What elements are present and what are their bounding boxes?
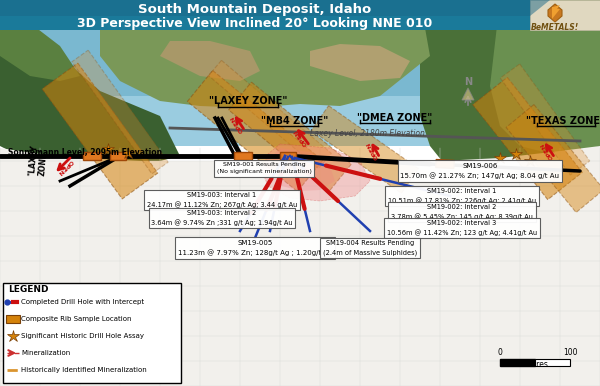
Text: "LAXEY
ZONE": "LAXEY ZONE": [27, 145, 49, 178]
Text: SM19-002: Interval 1
10.51m @ 17.81% Zn; 226g/t Ag; 2.41g/t Au: SM19-002: Interval 1 10.51m @ 17.81% Zn;…: [388, 188, 536, 204]
Polygon shape: [462, 88, 474, 100]
Polygon shape: [311, 106, 419, 193]
Text: "TEXAS ZONE": "TEXAS ZONE": [526, 116, 600, 126]
Text: Significant Historic Drill Hole Assay: Significant Historic Drill Hole Assay: [21, 333, 144, 339]
Bar: [530, 0, 600, 30]
Bar: [3, 283, 181, 383]
Text: SM19-003: Interval 2
3.64m @ 9.74% Zn ;331 g/t Ag; 1.94g/t Au: SM19-003: Interval 2 3.64m @ 9.74% Zn ;3…: [151, 210, 293, 226]
Polygon shape: [280, 152, 296, 160]
Polygon shape: [473, 77, 582, 200]
Polygon shape: [548, 4, 562, 22]
Polygon shape: [187, 71, 323, 191]
Text: metres: metres: [521, 360, 548, 369]
Text: Sonnemann Level, 2095m Elevation: Sonnemann Level, 2095m Elevation: [8, 147, 162, 156]
Polygon shape: [0, 0, 180, 176]
Text: SM19-002: Interval 3
10.56m @ 11.42% Zn; 123 g/t Ag; 4.41g/t Au: SM19-002: Interval 3 10.56m @ 11.42% Zn;…: [387, 220, 537, 236]
Text: Composite Rib Sample Location: Composite Rib Sample Location: [21, 316, 131, 322]
Text: Mineralization: Mineralization: [21, 350, 70, 356]
Polygon shape: [0, 96, 600, 146]
Text: "MB4 ZONE": "MB4 ZONE": [262, 116, 329, 126]
Polygon shape: [420, 0, 600, 196]
Bar: [6, 315, 20, 323]
Text: SM19-001 Results Pending
(No significant mineralization): SM19-001 Results Pending (No significant…: [217, 162, 311, 174]
Text: Completed Drill Hole with Intercept: Completed Drill Hole with Intercept: [21, 299, 144, 305]
Polygon shape: [262, 144, 370, 201]
Polygon shape: [0, 0, 550, 16]
Text: Laxey Level, 2180m Elevation: Laxey Level, 2180m Elevation: [310, 129, 425, 139]
Polygon shape: [436, 159, 454, 168]
Polygon shape: [0, 0, 600, 96]
Text: SM19-006
15.70m @ 21.27% Zn; 147g/t Ag; 8.04 g/t Au: SM19-006 15.70m @ 21.27% Zn; 147g/t Ag; …: [401, 163, 560, 179]
Text: OPEN: OPEN: [56, 158, 73, 175]
Text: SM19-004 Results Pending
(2.4m of Massive Sulphides): SM19-004 Results Pending (2.4m of Massiv…: [323, 240, 417, 256]
Text: OPEN: OPEN: [539, 141, 554, 160]
Polygon shape: [552, 5, 560, 19]
Text: 100: 100: [563, 348, 577, 357]
Text: SM19-002: Interval 2
3.78m @ 5.45% Zn; 145 g/t Ag; 8.39g/t Au: SM19-002: Interval 2 3.78m @ 5.45% Zn; 1…: [391, 204, 533, 220]
Text: OPEN: OPEN: [366, 141, 380, 160]
Polygon shape: [310, 44, 410, 81]
Text: LEGEND: LEGEND: [8, 286, 49, 295]
Text: SM19-005
11.23m @ 7.97% Zn; 128g/t Ag ; 1.20g/t Au: SM19-005 11.23m @ 7.97% Zn; 128g/t Ag ; …: [178, 240, 332, 256]
Polygon shape: [209, 60, 331, 169]
Polygon shape: [500, 359, 535, 366]
Polygon shape: [272, 148, 335, 191]
Text: N: N: [464, 77, 472, 87]
Polygon shape: [490, 0, 600, 156]
Text: 3D Perspective View Inclined 20° Looking NNE 010: 3D Perspective View Inclined 20° Looking…: [77, 17, 433, 29]
Polygon shape: [0, 146, 600, 386]
Polygon shape: [110, 152, 126, 160]
Text: 0: 0: [497, 348, 502, 357]
Polygon shape: [506, 105, 600, 212]
Text: "LAXEY ZONE": "LAXEY ZONE": [209, 96, 287, 106]
Polygon shape: [500, 64, 590, 175]
Text: "DMEA ZONE": "DMEA ZONE": [358, 113, 433, 123]
Polygon shape: [83, 152, 101, 160]
Text: BeMETALS!: BeMETALS!: [531, 24, 579, 32]
Text: SM19-003: Interval 1
24.17m @ 11.12% Zn; 267g/t Ag; 3.44 g/t Au: SM19-003: Interval 1 24.17m @ 11.12% Zn;…: [147, 192, 297, 208]
Polygon shape: [42, 63, 158, 199]
Text: Historically Identified Mineralization: Historically Identified Mineralization: [21, 367, 147, 373]
Text: OPEN: OPEN: [293, 128, 308, 147]
Text: South Mountain Deposit, Idaho: South Mountain Deposit, Idaho: [139, 3, 371, 17]
Polygon shape: [229, 82, 352, 192]
Polygon shape: [234, 152, 252, 160]
Text: OPEN: OPEN: [229, 114, 244, 133]
Polygon shape: [100, 0, 430, 108]
Polygon shape: [535, 359, 570, 366]
Polygon shape: [0, 0, 550, 30]
Polygon shape: [72, 50, 168, 174]
Polygon shape: [160, 41, 260, 81]
Polygon shape: [0, 0, 80, 81]
